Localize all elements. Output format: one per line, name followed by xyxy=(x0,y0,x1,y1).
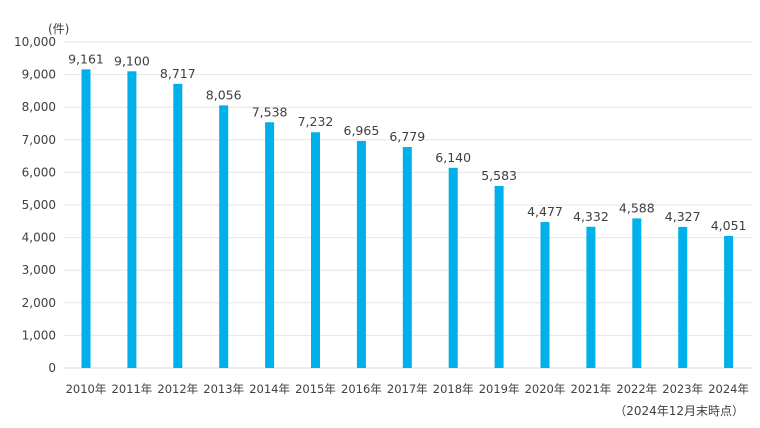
x-tick-label: 2017年 xyxy=(387,382,428,396)
bar xyxy=(448,167,458,368)
x-tick-label: 2013年 xyxy=(203,382,244,396)
data-label: 9,100 xyxy=(114,53,150,68)
y-tick-label: 6,000 xyxy=(22,165,56,179)
x-tick-label: 2014年 xyxy=(249,382,290,396)
x-tick-label: 2010年 xyxy=(66,382,107,396)
x-tick-label: 2021年 xyxy=(571,382,612,396)
x-tick-label: 2016年 xyxy=(341,382,382,396)
bar xyxy=(494,185,504,368)
data-label: 4,327 xyxy=(665,209,701,224)
x-tick-label: 2012年 xyxy=(157,382,198,396)
y-tick-label: 0 xyxy=(48,361,56,375)
y-tick-label: 10,000 xyxy=(14,35,56,49)
y-axis-unit-label: (件) xyxy=(48,22,70,36)
bar xyxy=(173,83,183,368)
bar xyxy=(127,71,137,368)
data-label: 8,056 xyxy=(206,87,242,102)
data-label: 6,140 xyxy=(435,150,471,165)
data-label: 4,477 xyxy=(527,204,563,219)
y-tick-label: 2,000 xyxy=(22,296,56,310)
bar xyxy=(81,69,91,368)
bar xyxy=(265,122,275,368)
x-tick-label: 2015年 xyxy=(295,382,336,396)
x-tick-label: 2020年 xyxy=(525,382,566,396)
y-tick-label: 4,000 xyxy=(22,231,56,245)
data-label: 4,588 xyxy=(619,200,655,215)
x-tick-label: 2019年 xyxy=(479,382,520,396)
data-label: 4,051 xyxy=(711,218,747,233)
date-note: （2024年12月末時点） xyxy=(614,404,744,418)
y-tick-label: 9,000 xyxy=(22,68,56,82)
data-label: 4,332 xyxy=(573,209,609,224)
bar xyxy=(724,235,734,368)
data-label: 5,583 xyxy=(481,168,517,183)
y-tick-label: 7,000 xyxy=(22,133,56,147)
bar xyxy=(402,147,412,368)
bar xyxy=(540,222,550,368)
y-tick-label: 3,000 xyxy=(22,263,56,277)
data-label: 7,232 xyxy=(298,114,334,129)
data-label: 7,538 xyxy=(252,104,288,119)
bar xyxy=(632,218,642,368)
bar xyxy=(678,226,688,368)
x-tick-label: 2024年 xyxy=(708,382,749,396)
bar xyxy=(586,226,596,368)
x-tick-label: 2022年 xyxy=(616,382,657,396)
y-tick-label: 8,000 xyxy=(22,100,56,114)
data-label: 8,717 xyxy=(160,66,196,81)
x-tick-label: 2018年 xyxy=(433,382,474,396)
y-tick-label: 1,000 xyxy=(22,328,56,342)
y-tick-label: 5,000 xyxy=(22,198,56,212)
bar xyxy=(356,140,366,368)
x-tick-label: 2011年 xyxy=(112,382,153,396)
data-label: 6,965 xyxy=(344,123,380,138)
bar xyxy=(311,132,320,368)
data-label: 6,779 xyxy=(389,129,425,144)
bar xyxy=(219,105,229,369)
data-label: 9,161 xyxy=(68,51,104,66)
x-tick-label: 2023年 xyxy=(662,382,703,396)
